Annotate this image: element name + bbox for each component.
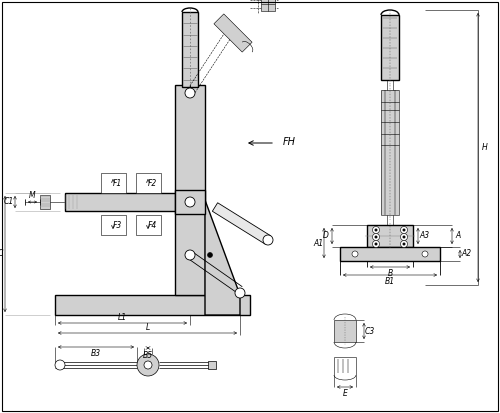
Circle shape (400, 226, 407, 233)
Circle shape (263, 235, 273, 245)
Text: FH: FH (283, 137, 296, 147)
Bar (40, 195, 50, 209)
Polygon shape (212, 203, 270, 244)
Text: C1: C1 (4, 197, 14, 206)
Circle shape (375, 229, 377, 231)
Text: A: A (456, 232, 460, 240)
Bar (136, 215, 160, 235)
Bar (381, 90, 399, 215)
Bar (100, 215, 126, 235)
Polygon shape (175, 85, 205, 295)
Circle shape (185, 197, 195, 207)
Text: E: E (342, 389, 347, 399)
Circle shape (144, 361, 152, 369)
Circle shape (372, 240, 380, 247)
Text: B3: B3 (91, 349, 101, 358)
Bar (261, 0, 275, 11)
Circle shape (137, 354, 159, 376)
Text: A3: A3 (419, 232, 429, 240)
Circle shape (403, 229, 405, 231)
Circle shape (400, 233, 407, 240)
Text: A2: A2 (461, 249, 471, 259)
Text: B1: B1 (385, 278, 395, 287)
Circle shape (55, 360, 65, 370)
Polygon shape (55, 295, 250, 315)
Text: M: M (28, 192, 35, 200)
Circle shape (375, 236, 377, 238)
Polygon shape (175, 190, 205, 214)
Circle shape (235, 288, 245, 298)
Circle shape (422, 251, 428, 257)
Circle shape (185, 88, 195, 98)
Bar (100, 173, 126, 193)
Polygon shape (182, 12, 198, 87)
Text: D: D (323, 232, 329, 240)
Text: A1: A1 (313, 238, 323, 247)
Bar (136, 173, 160, 193)
Text: L: L (146, 323, 150, 332)
Bar (340, 247, 440, 261)
Bar (334, 320, 356, 342)
Bar (367, 225, 413, 247)
Text: F1: F1 (112, 178, 122, 188)
Polygon shape (65, 193, 175, 211)
Text: F4: F4 (148, 221, 156, 230)
Polygon shape (381, 15, 399, 80)
Circle shape (185, 250, 195, 260)
Circle shape (375, 243, 377, 245)
Circle shape (403, 236, 405, 238)
Circle shape (400, 240, 407, 247)
Circle shape (372, 226, 380, 233)
Circle shape (352, 251, 358, 257)
Polygon shape (214, 14, 252, 52)
Text: L1: L1 (118, 313, 127, 321)
Text: F3: F3 (112, 221, 122, 230)
Text: C3: C3 (365, 327, 375, 335)
Text: B: B (388, 270, 392, 278)
Text: B5: B5 (143, 351, 153, 359)
Text: H: H (482, 143, 488, 152)
Circle shape (403, 243, 405, 245)
Circle shape (208, 252, 212, 257)
Bar (208, 361, 216, 369)
Text: C: C (0, 249, 2, 259)
Text: F2: F2 (148, 178, 156, 188)
Polygon shape (205, 200, 240, 315)
Circle shape (372, 233, 380, 240)
